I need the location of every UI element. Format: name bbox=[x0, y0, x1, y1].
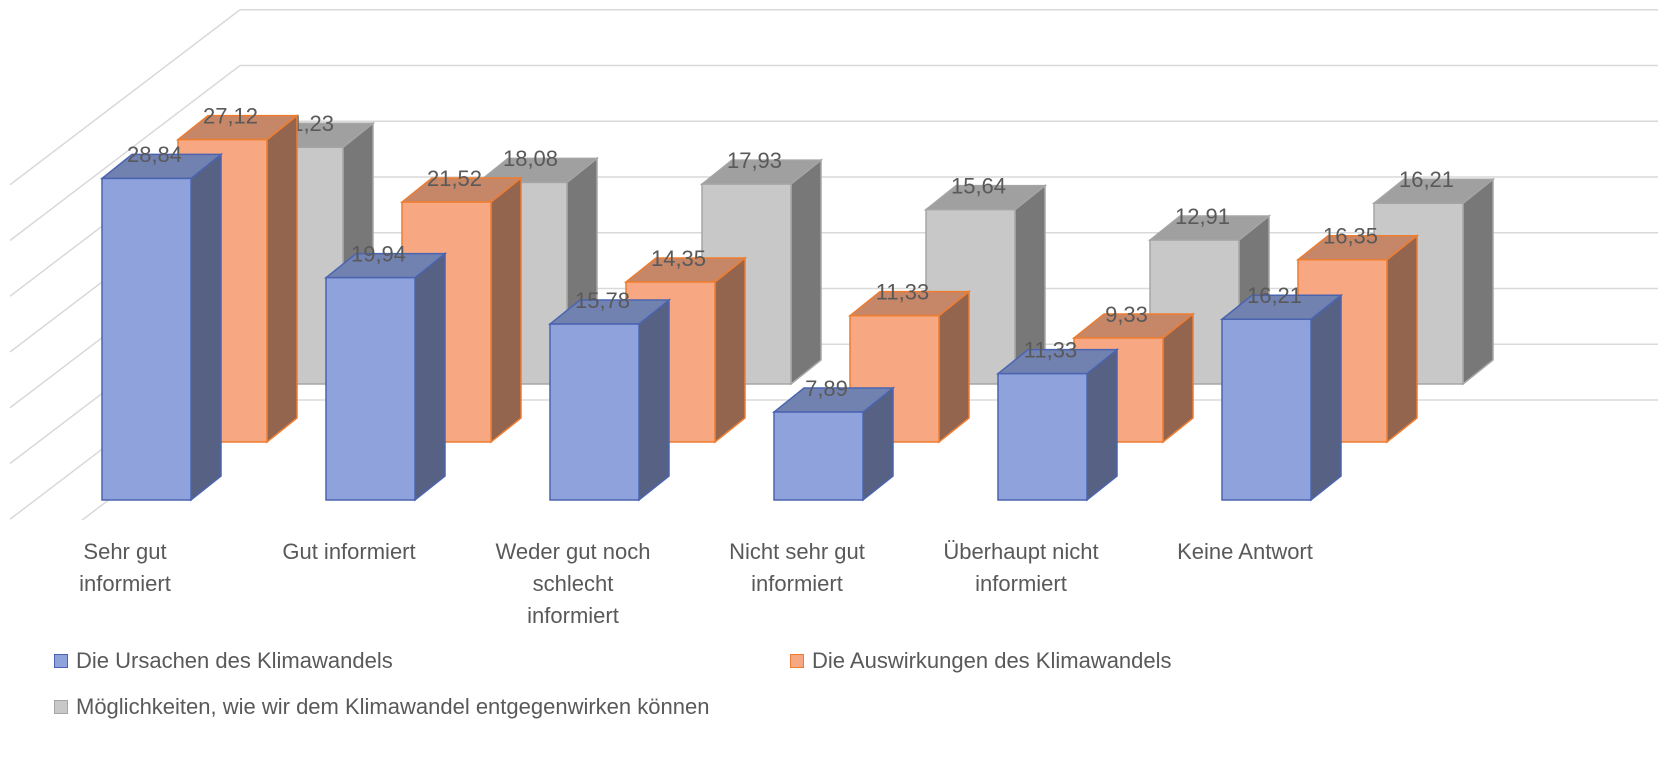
x-tick-label: Gut informiert bbox=[282, 539, 416, 564]
legend-label: Die Auswirkungen des Klimawandels bbox=[812, 648, 1172, 673]
value-label: 15,78 bbox=[575, 288, 630, 313]
legend-label: Möglichkeiten, wie wir dem Klimawandel e… bbox=[76, 694, 710, 719]
bar-front bbox=[325, 276, 416, 501]
value-label: 27,12 bbox=[203, 103, 258, 128]
value-label: 11,33 bbox=[1024, 337, 1077, 362]
bar-front bbox=[549, 323, 640, 501]
bar-front bbox=[101, 177, 192, 501]
value-label: 16,21 bbox=[1247, 283, 1302, 308]
x-tick-label: Nicht sehr gut informiert bbox=[729, 539, 865, 596]
value-label: 18,08 bbox=[503, 146, 558, 171]
x-tick-label: Weder gut noch schlecht informiert bbox=[495, 539, 651, 628]
grid-line bbox=[9, 9, 241, 186]
value-label: 19,94 bbox=[351, 241, 406, 266]
grid-line bbox=[9, 64, 241, 242]
bar-side bbox=[490, 176, 522, 444]
bar bbox=[547, 298, 672, 502]
value-label: 16,35 bbox=[1323, 224, 1378, 249]
bar-side bbox=[638, 298, 670, 502]
bar-side bbox=[190, 152, 222, 502]
value-label: 12,91 bbox=[1175, 204, 1230, 229]
bar-front bbox=[1221, 318, 1312, 501]
bar bbox=[847, 290, 972, 444]
bar-side bbox=[414, 252, 446, 502]
bar-side bbox=[266, 114, 298, 444]
bar bbox=[99, 152, 224, 502]
bar-side bbox=[1086, 348, 1118, 502]
bar bbox=[995, 348, 1120, 502]
value-label: 14,35 bbox=[651, 246, 706, 271]
x-tick-label: Sehr gut informiert bbox=[79, 539, 171, 596]
legend-item: Die Auswirkungen des Klimawandels bbox=[790, 648, 1172, 674]
bar bbox=[1219, 293, 1344, 502]
x-tick-label: Keine Antwort bbox=[1177, 539, 1313, 564]
value-label: 28,84 bbox=[127, 142, 182, 167]
value-label: 11,33 bbox=[876, 279, 929, 304]
bar-side bbox=[938, 290, 970, 444]
bar-front bbox=[773, 411, 864, 501]
x-tick-label: Überhaupt nicht informiert bbox=[943, 539, 1099, 596]
bar-side bbox=[1462, 177, 1494, 386]
legend-label: Die Ursachen des Klimawandels bbox=[76, 648, 393, 673]
value-label: 17,93 bbox=[727, 148, 782, 173]
value-label: 15,64 bbox=[951, 173, 1006, 198]
legend-item: Möglichkeiten, wie wir dem Klimawandel e… bbox=[54, 694, 709, 720]
value-label: 16,21 bbox=[1399, 167, 1454, 192]
legend-swatch bbox=[54, 654, 68, 668]
legend-item: Die Ursachen des Klimawandels bbox=[54, 648, 393, 674]
bar-side bbox=[1310, 293, 1342, 502]
bar-side bbox=[714, 256, 746, 444]
value-label: 7,89 bbox=[805, 376, 848, 401]
bar-front bbox=[997, 372, 1088, 501]
bar bbox=[771, 386, 896, 502]
bar-side bbox=[1386, 234, 1418, 444]
bar-side bbox=[790, 158, 822, 386]
legend-swatch bbox=[790, 654, 804, 668]
value-label: 9,33 bbox=[1105, 302, 1148, 327]
bar bbox=[323, 252, 448, 502]
value-label: 21,52 bbox=[427, 166, 482, 191]
legend-swatch bbox=[54, 700, 68, 714]
